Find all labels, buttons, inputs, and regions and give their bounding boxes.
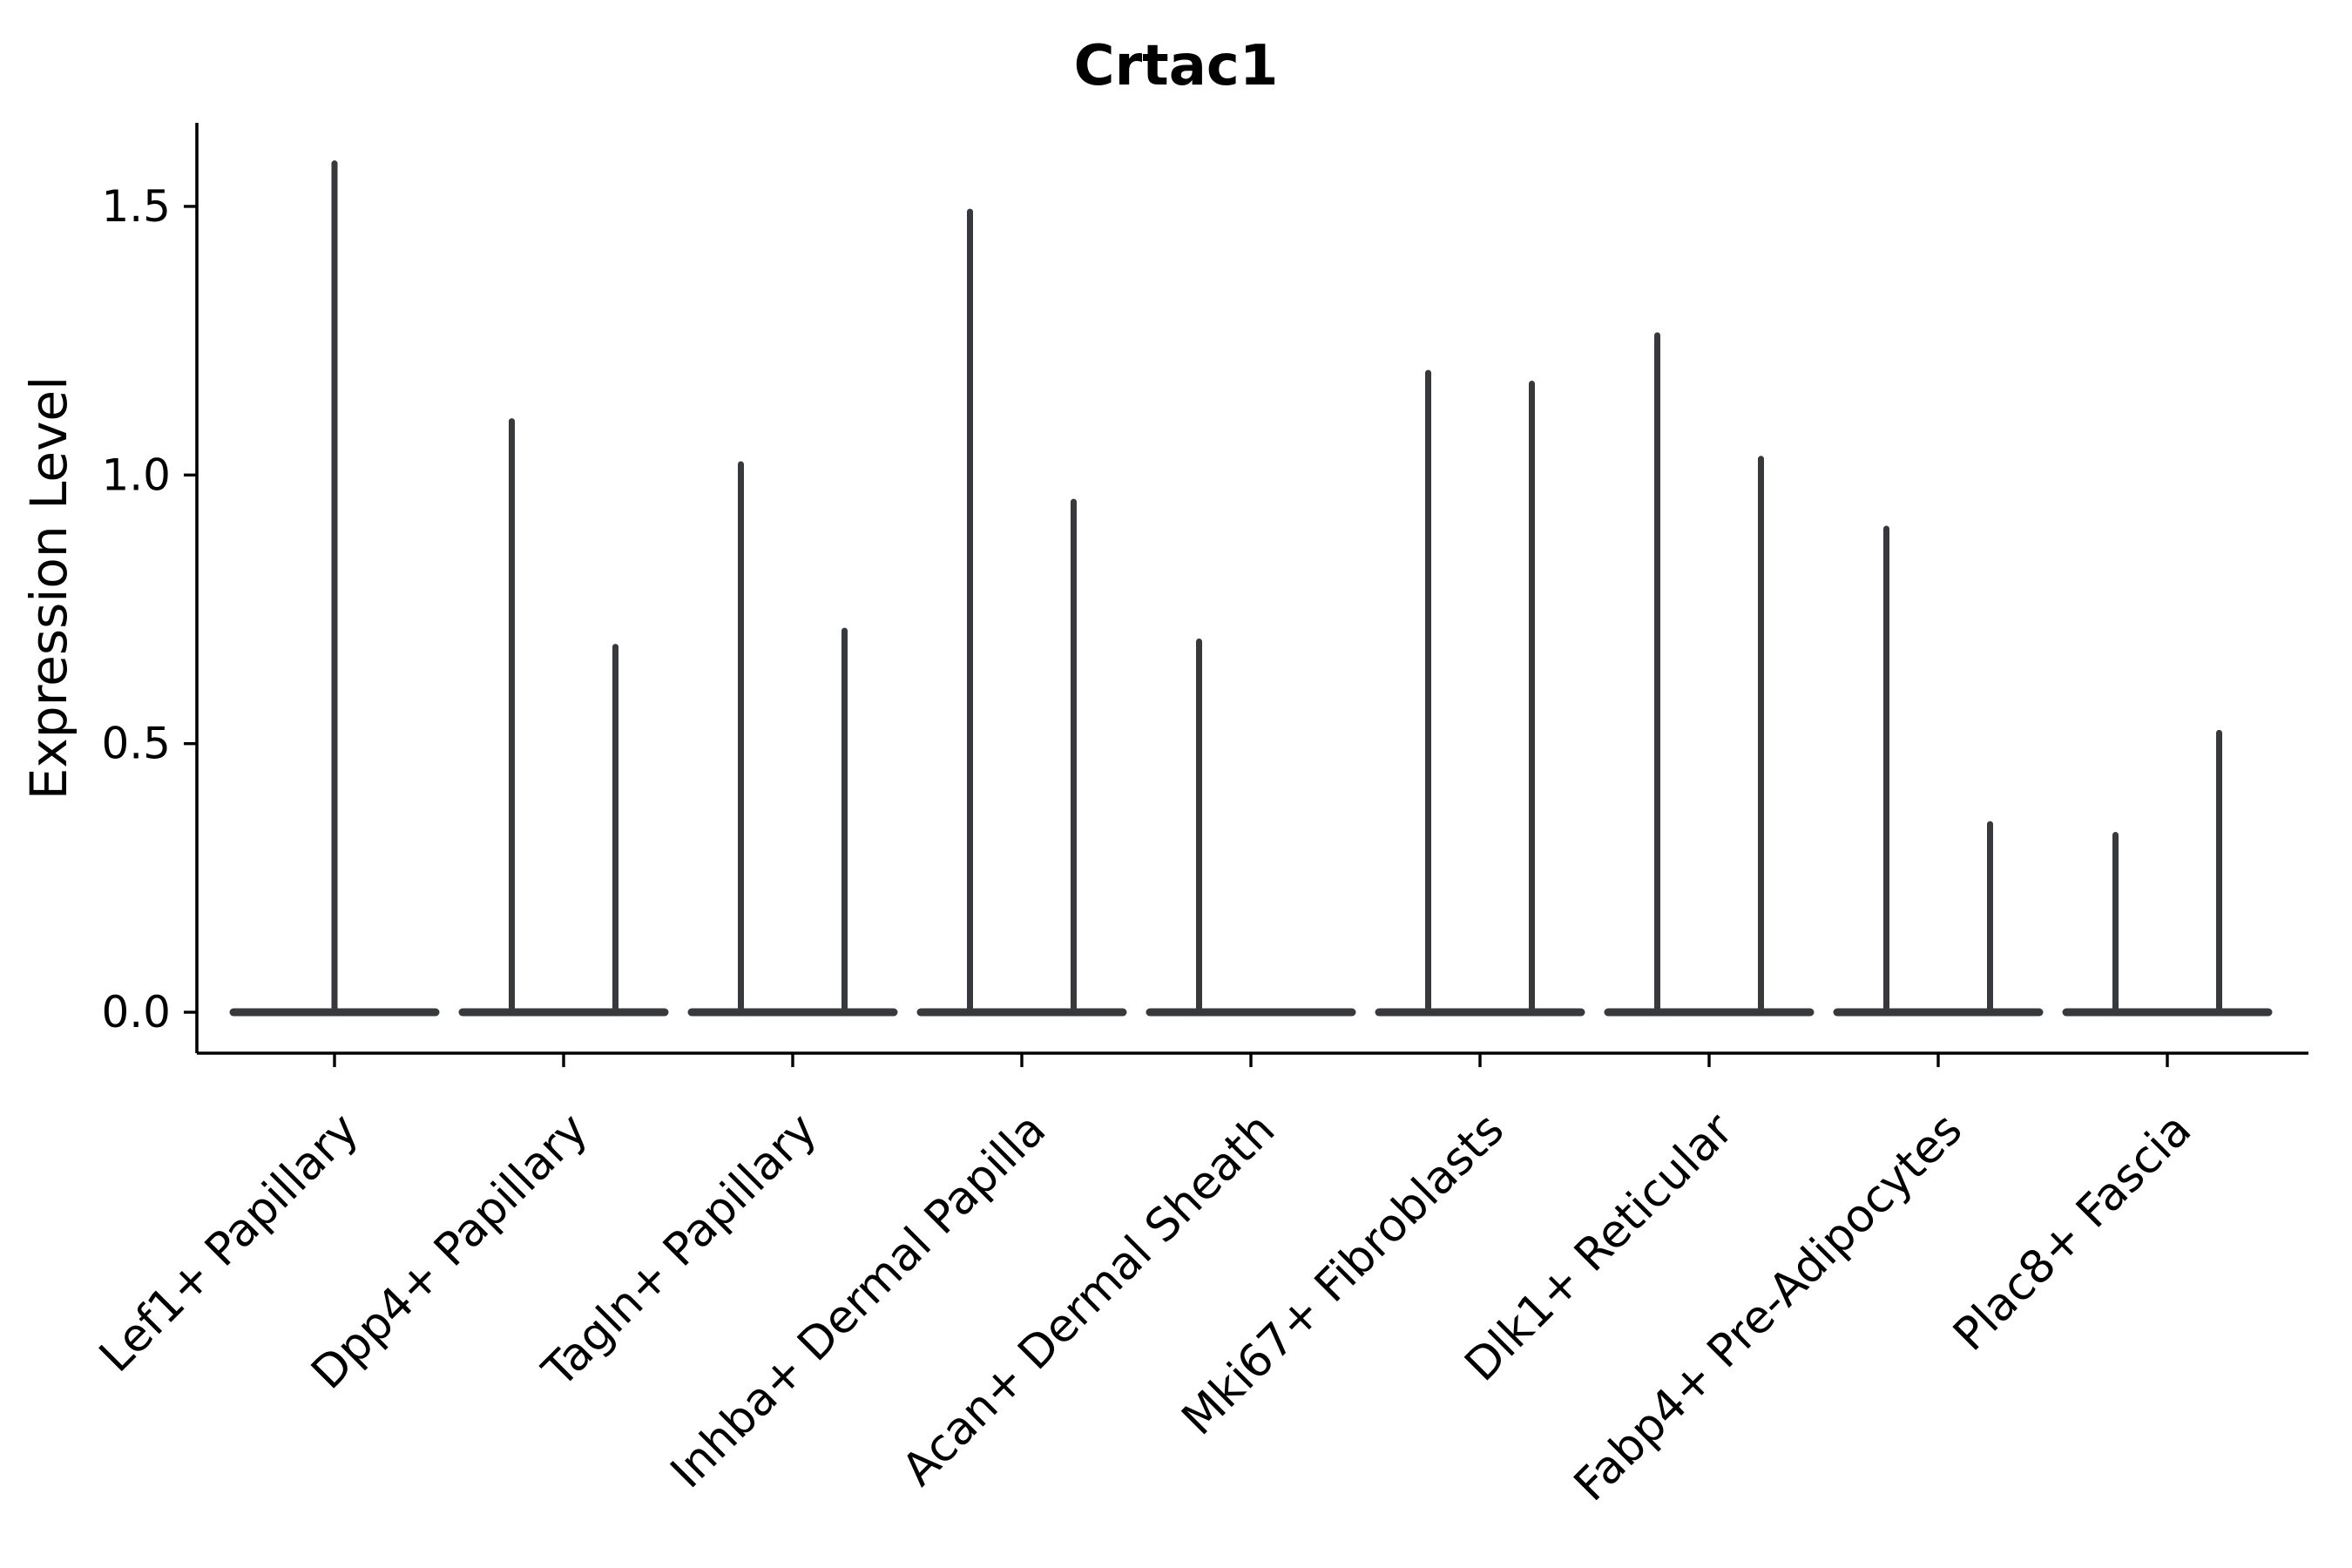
y-tick-label: 0.0 [101,987,171,1037]
violin [2062,729,2273,1017]
violin [916,208,1127,1017]
y-axis-label: Expression Level [19,376,78,800]
violin-base [458,1008,669,1017]
violin-base [1604,1008,1815,1017]
x-tick-label: Plac8+ Fascia [1943,1104,2201,1362]
violin-base [1146,1008,1356,1017]
y-axis-ticks: 0.0 0.5 1.0 1.5 [101,181,197,1037]
violin [1375,369,1585,1017]
plot-title: Crtac1 [1074,34,1279,98]
x-tick-label: Acan+ Dermal Sheath [893,1104,1286,1497]
violin-base [687,1008,898,1017]
violin [1146,638,1356,1017]
x-tick-label: Fabp4+ Pre-Adipocytes [1565,1104,1972,1511]
violins-layer [229,160,2273,1017]
violin [229,160,440,1017]
violin-base [2062,1008,2273,1017]
y-tick-label: 0.5 [101,719,171,769]
x-tick-label: Inhba+ Dermal Papilla [661,1104,1056,1498]
violin [1604,332,1815,1017]
violin-base [1375,1008,1585,1017]
violin [458,418,669,1017]
violin-base [1833,1008,2044,1017]
violin [1833,525,2044,1017]
y-tick-label: 1.5 [101,181,171,232]
violin [687,461,898,1017]
violin-base [916,1008,1127,1017]
y-tick-label: 1.0 [101,449,171,500]
